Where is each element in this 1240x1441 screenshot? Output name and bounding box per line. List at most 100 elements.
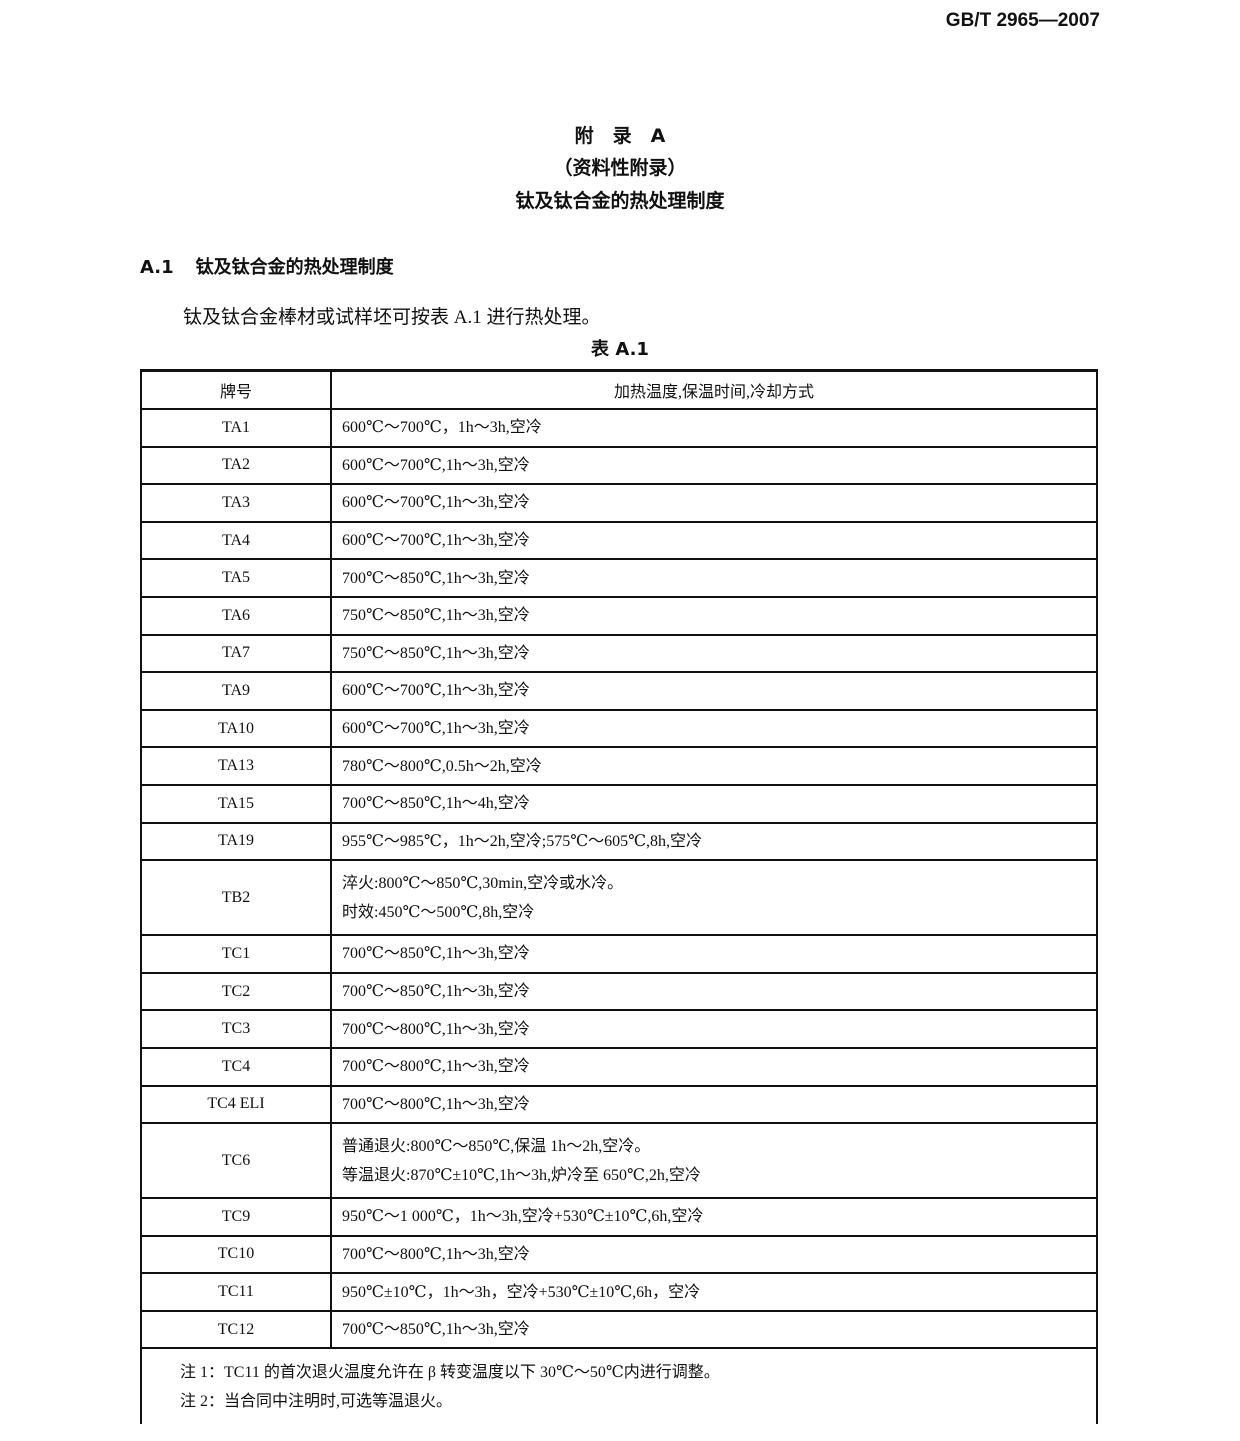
treatment-line: 600℃～700℃,1h～3h,空冷 <box>342 682 530 700</box>
treatment-line: 600℃～700℃,1h～3h,空冷 <box>342 532 530 550</box>
treatment-line: 700℃～800℃,1h～3h,空冷 <box>342 1095 530 1113</box>
table-row: TC4 700℃～800℃,1h～3h,空冷 <box>140 1048 1098 1087</box>
table-row: TC1 700℃～850℃,1h～3h,空冷 <box>140 936 1098 974</box>
treatment-cell: 950℃～1 000℃，1h～3h,空冷+530℃±10℃,6h,空冷 <box>332 1199 1096 1235</box>
table-row: TA7 750℃～850℃,1h～3h,空冷 <box>140 635 1098 674</box>
table-row: TC6 普通退火:800℃～850℃,保温 1h～2h,空冷。 等温退火:870℃±… <box>140 1124 1098 1200</box>
grade-cell: TC9 <box>142 1199 332 1235</box>
grade-cell: TB2 <box>142 861 332 935</box>
grade-cell: TA3 <box>142 485 332 521</box>
header-cell: 牌号 <box>142 372 332 408</box>
table-caption: 表 A.1 <box>591 339 649 360</box>
grade-cell: TC1 <box>142 936 332 972</box>
grade-cell: TA1 <box>142 410 332 446</box>
table-row: TA19 955℃～985℃，1h～2h,空冷;575℃～605℃,8h,空冷 <box>140 823 1098 862</box>
table-row: TA15 700℃～850℃,1h～4h,空冷 <box>140 785 1098 824</box>
treatment-line: 700℃～850℃,1h～3h,空冷 <box>342 945 530 963</box>
grade-cell: TA15 <box>142 785 332 822</box>
grade-cell: TC4 <box>142 1048 332 1085</box>
treatment-cell: 700℃～850℃,1h～3h,空冷 <box>332 560 1096 596</box>
table-row: TA3 600℃～700℃,1h～3h,空冷 <box>140 485 1098 523</box>
treatment-cell: 700℃～800℃,1h～3h,空冷 <box>332 1011 1096 1047</box>
section-heading: A.1 钛及钛合金的热处理制度 <box>140 253 416 279</box>
treatment-line: 700℃～850℃,1h～4h,空冷 <box>342 795 530 813</box>
treatment-line: 淬火:800℃～850℃,30min,空冷或水冷。 <box>342 874 624 892</box>
treatment-line: 750℃～850℃,1h～3h,空冷 <box>342 644 530 662</box>
treatment-line: 700℃～850℃,1h～3h,空冷 <box>342 569 530 587</box>
header-row: 牌号 加热温度,保温时间,冷却方式 <box>140 372 1098 410</box>
standard-code: GB/T 2965—2007 <box>945 10 1100 31</box>
treatment-cell: 普通退火:800℃～850℃,保温 1h～2h,空冷。 等温退火:870℃±10℃… <box>332 1124 1096 1197</box>
table-row: TC3 700℃～800℃,1h～3h,空冷 <box>140 1011 1098 1049</box>
treatment-line: 普通退火:800℃～850℃,保温 1h～2h,空冷。 <box>342 1137 651 1155</box>
grade-cell: TC2 <box>142 973 332 1010</box>
treatment-cell: 750℃～850℃,1h～3h,空冷 <box>332 598 1096 634</box>
table-row: TA1 600℃～700℃，1h～3h,空冷 <box>140 410 1098 448</box>
table-row: TC12 700℃～850℃,1h～3h,空冷 <box>140 1311 1098 1350</box>
table: 牌号 加热温度,保温时间,冷却方式 TA1 600℃～700℃，1h～3h,空冷 TA2… <box>140 369 1098 1425</box>
table-row: TC4 ELI 700℃～800℃,1h～3h,空冷 <box>140 1086 1098 1125</box>
treatment-cell: 700℃～800℃,1h～3h,空冷 <box>332 1049 1096 1085</box>
table-note: 注 2：当合同中注明时,可选等温退火。 <box>180 1392 453 1410</box>
treatment-cell: 600℃～700℃,1h～3h,空冷 <box>332 673 1096 709</box>
table-row: TA4 600℃～700℃,1h～3h,空冷 <box>140 522 1098 561</box>
treatment-cell: 600℃～700℃,1h～3h,空冷 <box>332 485 1096 521</box>
grade-cell: TC3 <box>142 1011 332 1047</box>
treatment-line: 700℃～850℃,1h～3h,空冷 <box>342 1321 530 1339</box>
paragraph: 钛及钛合金棒材或试样坯可按表 A.1 进行热处理。 <box>183 307 601 328</box>
treatment-line: 700℃～850℃,1h～3h,空冷 <box>342 983 530 1001</box>
grade-cell: TA4 <box>142 522 332 559</box>
grade-cell: TA19 <box>142 823 332 860</box>
grade-cell: TC10 <box>142 1236 332 1273</box>
treatment-line: 700℃～800℃,1h～3h,空冷 <box>342 1245 530 1263</box>
treatment-line: 950℃～1 000℃，1h～3h,空冷+530℃±10℃,6h,空冷 <box>342 1208 704 1226</box>
appendix-type: （资料性附录） <box>553 157 687 179</box>
grade-cell: TA6 <box>142 597 332 634</box>
table-row: TB2 淬火:800℃～850℃,30min,空冷或水冷。 时效:450℃～500℃… <box>140 861 1098 937</box>
notes-row: 注 1：TC11 的首次退火温度允许在 β 转变温度以下 30℃～50℃内进行调… <box>140 1349 1098 1425</box>
treatment-line: 时效:450℃～500℃,8h,空冷 <box>342 903 535 921</box>
grade-cell: TA10 <box>142 710 332 747</box>
grade-cell: TA2 <box>142 447 332 484</box>
treatment-cell: 600℃～700℃，1h～3h,空冷 <box>332 410 1096 446</box>
treatment-cell: 700℃～850℃,1h～4h,空冷 <box>332 786 1096 822</box>
grade-cell: TC12 <box>142 1311 332 1348</box>
table-row: TA5 700℃～850℃,1h～3h,空冷 <box>140 560 1098 598</box>
grade-cell: TA9 <box>142 673 332 709</box>
header-cell: 加热温度,保温时间,冷却方式 <box>613 384 814 401</box>
grade-cell: TC6 <box>142 1124 332 1198</box>
table-row: TC10 700℃～800℃,1h～3h,空冷 <box>140 1236 1098 1275</box>
treatment-line: 600℃～700℃，1h～3h,空冷 <box>342 419 542 437</box>
table-row: TA13 780℃～800℃,0.5h～2h,空冷 <box>140 748 1098 786</box>
treatment-cell: 淬火:800℃～850℃,30min,空冷或水冷。 时效:450℃～500℃,8h… <box>332 861 1096 934</box>
treatment-line: 955℃～985℃，1h～2h,空冷;575℃～605℃,8h,空冷 <box>342 832 703 850</box>
treatment-cell: 700℃～850℃,1h～3h,空冷 <box>332 1312 1096 1348</box>
table-row: TA2 600℃～700℃,1h～3h,空冷 <box>140 447 1098 486</box>
table-row: TC11 950℃±10℃，1h～3h，空冷+530℃±10℃,6h，空冷 <box>140 1274 1098 1312</box>
treatment-line: 600℃～700℃,1h～3h,空冷 <box>342 494 530 512</box>
treatment-cell: 600℃～700℃,1h～3h,空冷 <box>332 523 1096 559</box>
treatment-line: 780℃～800℃,0.5h～2h,空冷 <box>342 757 542 775</box>
treatment-line: 600℃～700℃,1h～3h,空冷 <box>342 720 530 738</box>
treatment-cell: 955℃～985℃，1h～2h,空冷;575℃～605℃,8h,空冷 <box>332 824 1096 860</box>
table-row: TC9 950℃～1 000℃，1h～3h,空冷+530℃±10℃,6h,空冷 <box>140 1199 1098 1237</box>
table-row: TA6 750℃～850℃,1h～3h,空冷 <box>140 597 1098 636</box>
treatment-line: 700℃～800℃,1h～3h,空冷 <box>342 1058 530 1076</box>
grade-cell: TA13 <box>142 748 332 784</box>
grade-cell: TA7 <box>142 635 332 672</box>
table-row: TC2 700℃～850℃,1h～3h,空冷 <box>140 973 1098 1012</box>
grade-cell: TC4 ELI <box>142 1086 332 1123</box>
treatment-line: 950℃±10℃，1h～3h，空冷+530℃±10℃,6h，空冷 <box>342 1283 701 1301</box>
appendix-subject: 钛及钛合金的热处理制度 <box>515 190 725 212</box>
grade-cell: TC11 <box>142 1274 332 1310</box>
table-note: 注 1：TC11 的首次退火温度允许在 β 转变温度以下 30℃～50℃内进行调… <box>180 1363 720 1381</box>
grade-cell: TA5 <box>142 560 332 596</box>
treatment-cell: 600℃～700℃,1h～3h,空冷 <box>332 711 1096 747</box>
table-row: TA10 600℃～700℃,1h～3h,空冷 <box>140 710 1098 749</box>
appendix-title: 附 录 A <box>574 125 666 147</box>
section-number: A.1 <box>140 257 174 278</box>
table-row: TA9 600℃～700℃,1h～3h,空冷 <box>140 673 1098 711</box>
treatment-cell: 780℃～800℃,0.5h～2h,空冷 <box>332 748 1096 784</box>
treatment-cell: 700℃～800℃,1h～3h,空冷 <box>332 1087 1096 1123</box>
